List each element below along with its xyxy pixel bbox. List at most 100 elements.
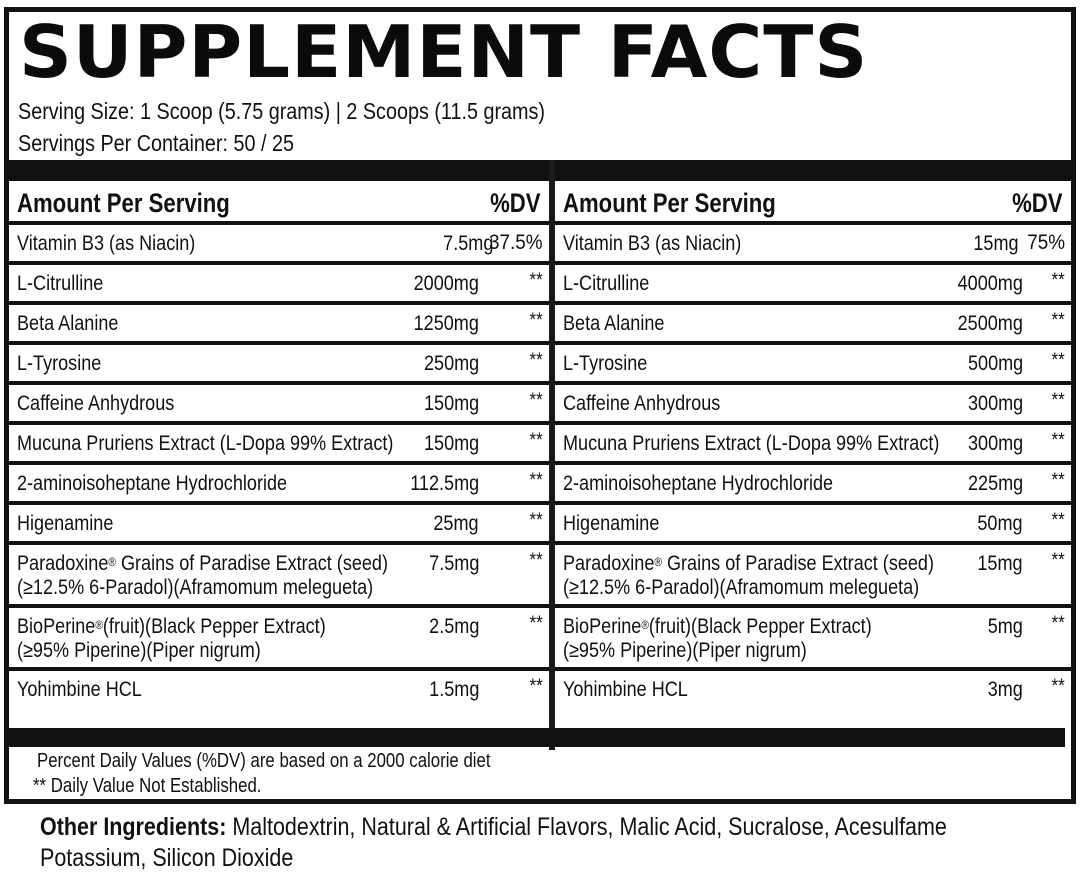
ingredient-row: Paradoxine® Grains of Paradise Extract (… bbox=[555, 545, 1071, 608]
ingredient-amount: 15mg bbox=[977, 552, 1023, 575]
ingredient-amount: 2.5mg bbox=[428, 615, 479, 638]
ingredient-row: Mucuna Pruriens Extract (L-Dopa 99% Extr… bbox=[9, 425, 549, 465]
ingredient-amount: 3mg bbox=[987, 678, 1023, 701]
ingredient-row: L-Citrulline 2000mg ** bbox=[9, 265, 549, 305]
ingredient-dv: ** bbox=[529, 470, 543, 491]
ingredient-row: Higenamine 50mg ** bbox=[555, 505, 1071, 545]
ingredient-row: BioPerine®(fruit)(Black Pepper Extract)(… bbox=[555, 608, 1071, 671]
ingredient-amount: 250mg bbox=[423, 352, 479, 375]
registered-mark: ® bbox=[654, 555, 662, 569]
ingredient-amount: 2500mg bbox=[957, 312, 1023, 335]
footnote-dv-basis: Percent Daily Values (%DV) are based on … bbox=[37, 750, 491, 772]
ingredient-amount: 150mg bbox=[423, 432, 479, 455]
ingredient-dv: ** bbox=[529, 613, 543, 634]
ingredient-row: Yohimbine HCL 3mg ** bbox=[555, 671, 1071, 707]
ingredient-row: Beta Alanine 2500mg ** bbox=[555, 305, 1071, 345]
ingredient-row: BioPerine®(fruit)(Black Pepper Extract)(… bbox=[9, 608, 549, 671]
panel-header: Amount Per Serving %DV bbox=[555, 181, 1071, 225]
ingredient-amount: 2000mg bbox=[413, 272, 479, 295]
ingredient-name: BioPerine®(fruit)(Black Pepper Extract)(… bbox=[563, 615, 872, 662]
ingredient-row: Paradoxine® Grains of Paradise Extract (… bbox=[9, 545, 549, 608]
ingredient-dv: ** bbox=[529, 510, 543, 531]
ingredient-name: Mucuna Pruriens Extract (L-Dopa 99% Extr… bbox=[17, 432, 394, 455]
ingredient-amount: 112.5mg bbox=[410, 472, 479, 495]
ingredient-dv: ** bbox=[1051, 470, 1065, 491]
ingredient-row: Vitamin B3 (as Niacin) 15mg 75% bbox=[555, 225, 1071, 265]
label-title: SUPPLEMENT FACTS bbox=[19, 10, 869, 94]
ingredient-dv: ** bbox=[1051, 510, 1065, 531]
ingredient-row: Vitamin B3 (as Niacin) 7.5mg 37.5% bbox=[9, 225, 549, 265]
ingredient-name: Paradoxine® Grains of Paradise Extract (… bbox=[17, 552, 388, 599]
servings-per-container: Servings Per Container: 50 / 25 bbox=[18, 130, 294, 156]
ingredient-row: Mucuna Pruriens Extract (L-Dopa 99% Extr… bbox=[555, 425, 1071, 465]
ingredient-dv: ** bbox=[1051, 676, 1065, 697]
column-divider bbox=[549, 160, 555, 750]
ingredient-amount: 500mg bbox=[967, 352, 1023, 375]
ingredient-dv: ** bbox=[1051, 613, 1065, 634]
ingredient-name: Vitamin B3 (as Niacin) bbox=[563, 232, 742, 255]
registered-mark: ® bbox=[95, 618, 103, 632]
ingredient-dv: ** bbox=[529, 390, 543, 411]
ingredient-amount: 225mg bbox=[967, 472, 1023, 495]
ingredient-name: Beta Alanine bbox=[17, 312, 119, 335]
other-ingredients-label: Other Ingredients: bbox=[40, 813, 227, 841]
ingredient-name: Caffeine Anhydrous bbox=[563, 392, 721, 415]
ingredient-amount: 300mg bbox=[967, 392, 1023, 415]
bottom-divider-bar bbox=[9, 728, 1065, 747]
top-divider-bar bbox=[9, 160, 1071, 181]
ingredient-row: L-Tyrosine 250mg ** bbox=[9, 345, 549, 385]
ingredient-dv: ** bbox=[1051, 310, 1065, 331]
ingredient-row: Higenamine 25mg ** bbox=[9, 505, 549, 545]
ingredient-row: L-Tyrosine 500mg ** bbox=[555, 345, 1071, 385]
ingredient-amount: 7.5mg bbox=[428, 552, 479, 575]
ingredient-amount: 1250mg bbox=[413, 312, 479, 335]
ingredient-amount: 5mg bbox=[987, 615, 1023, 638]
panel-one-scoop: Amount Per Serving %DV Vitamin B3 (as Ni… bbox=[9, 181, 549, 707]
ingredient-name: 2-aminoisoheptane Hydrochloride bbox=[563, 472, 834, 495]
ingredient-amount: 150mg bbox=[423, 392, 479, 415]
ingredient-name: L-Citrulline bbox=[563, 272, 650, 295]
ingredient-amount: 50mg bbox=[977, 512, 1023, 535]
panel-two-scoops: Amount Per Serving %DV Vitamin B3 (as Ni… bbox=[555, 181, 1071, 707]
ingredient-dv: ** bbox=[529, 270, 543, 291]
header-dv: %DV bbox=[1012, 188, 1063, 218]
ingredient-row: Beta Alanine 1250mg ** bbox=[9, 305, 549, 345]
ingredient-dv: ** bbox=[1051, 550, 1065, 571]
ingredient-name: Beta Alanine bbox=[563, 312, 665, 335]
ingredient-name: Caffeine Anhydrous bbox=[17, 392, 175, 415]
ingredient-amount: 300mg bbox=[967, 432, 1023, 455]
ingredient-dv: 37.5% bbox=[489, 231, 543, 254]
registered-mark: ® bbox=[108, 555, 116, 569]
ingredient-dv: ** bbox=[529, 676, 543, 697]
ingredient-dv: ** bbox=[529, 550, 543, 571]
ingredient-name: Higenamine bbox=[563, 512, 660, 535]
panel-header: Amount Per Serving %DV bbox=[9, 181, 549, 225]
ingredient-name: L-Tyrosine bbox=[17, 352, 102, 375]
ingredient-amount: 4000mg bbox=[957, 272, 1023, 295]
ingredient-amount: 25mg bbox=[433, 512, 479, 535]
ingredient-name: Higenamine bbox=[17, 512, 114, 535]
ingredient-name: L-Tyrosine bbox=[563, 352, 648, 375]
ingredient-dv: ** bbox=[1051, 270, 1065, 291]
other-ingredients: Other Ingredients: Maltodextrin, Natural… bbox=[40, 812, 947, 874]
header-amount-per-serving: Amount Per Serving bbox=[563, 188, 776, 218]
ingredient-row: L-Citrulline 4000mg ** bbox=[555, 265, 1071, 305]
ingredient-row: Caffeine Anhydrous 150mg ** bbox=[9, 385, 549, 425]
ingredient-amount: 7.5mg bbox=[442, 232, 493, 255]
registered-mark: ® bbox=[641, 618, 649, 632]
ingredient-amount: 15mg bbox=[973, 232, 1019, 255]
ingredient-dv: ** bbox=[1051, 350, 1065, 371]
ingredient-name: L-Citrulline bbox=[17, 272, 104, 295]
ingredient-name: Mucuna Pruriens Extract (L-Dopa 99% Extr… bbox=[563, 432, 940, 455]
ingredient-dv: ** bbox=[1051, 430, 1065, 451]
ingredient-name: Vitamin B3 (as Niacin) bbox=[17, 232, 196, 255]
header-dv: %DV bbox=[490, 188, 541, 218]
other-ingredients-text: Maltodextrin, Natural & Artificial Flavo… bbox=[226, 813, 947, 841]
ingredient-row: Caffeine Anhydrous 300mg ** bbox=[555, 385, 1071, 425]
ingredient-dv: ** bbox=[1051, 390, 1065, 411]
serving-size: Serving Size: 1 Scoop (5.75 grams) | 2 S… bbox=[18, 98, 545, 124]
ingredient-name: Yohimbine HCL bbox=[17, 678, 142, 701]
supplement-facts-panel: SUPPLEMENT FACTS Serving Size: 1 Scoop (… bbox=[4, 7, 1076, 804]
ingredient-name: Yohimbine HCL bbox=[563, 678, 688, 701]
ingredient-dv: ** bbox=[529, 430, 543, 451]
